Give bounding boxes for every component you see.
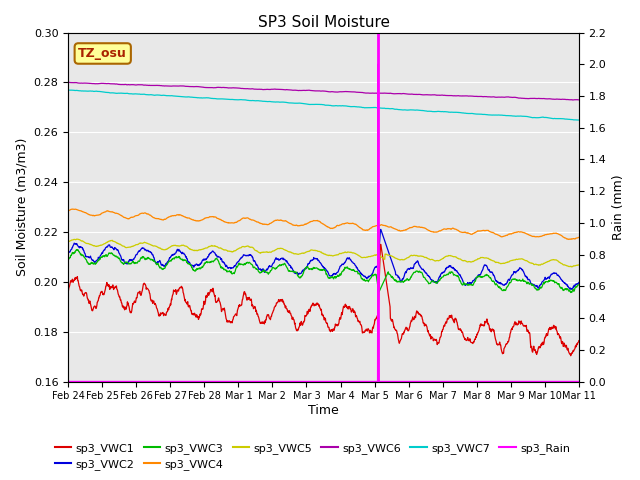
Title: SP3 Soil Moisture: SP3 Soil Moisture bbox=[257, 15, 390, 30]
Text: TZ_osu: TZ_osu bbox=[78, 47, 127, 60]
Y-axis label: Rain (mm): Rain (mm) bbox=[612, 174, 625, 240]
Y-axis label: Soil Moisture (m3/m3): Soil Moisture (m3/m3) bbox=[15, 138, 28, 276]
Legend: sp3_VWC1, sp3_VWC2, sp3_VWC3, sp3_VWC4, sp3_VWC5, sp3_VWC6, sp3_VWC7, sp3_Rain: sp3_VWC1, sp3_VWC2, sp3_VWC3, sp3_VWC4, … bbox=[51, 438, 575, 474]
X-axis label: Time: Time bbox=[308, 404, 339, 417]
